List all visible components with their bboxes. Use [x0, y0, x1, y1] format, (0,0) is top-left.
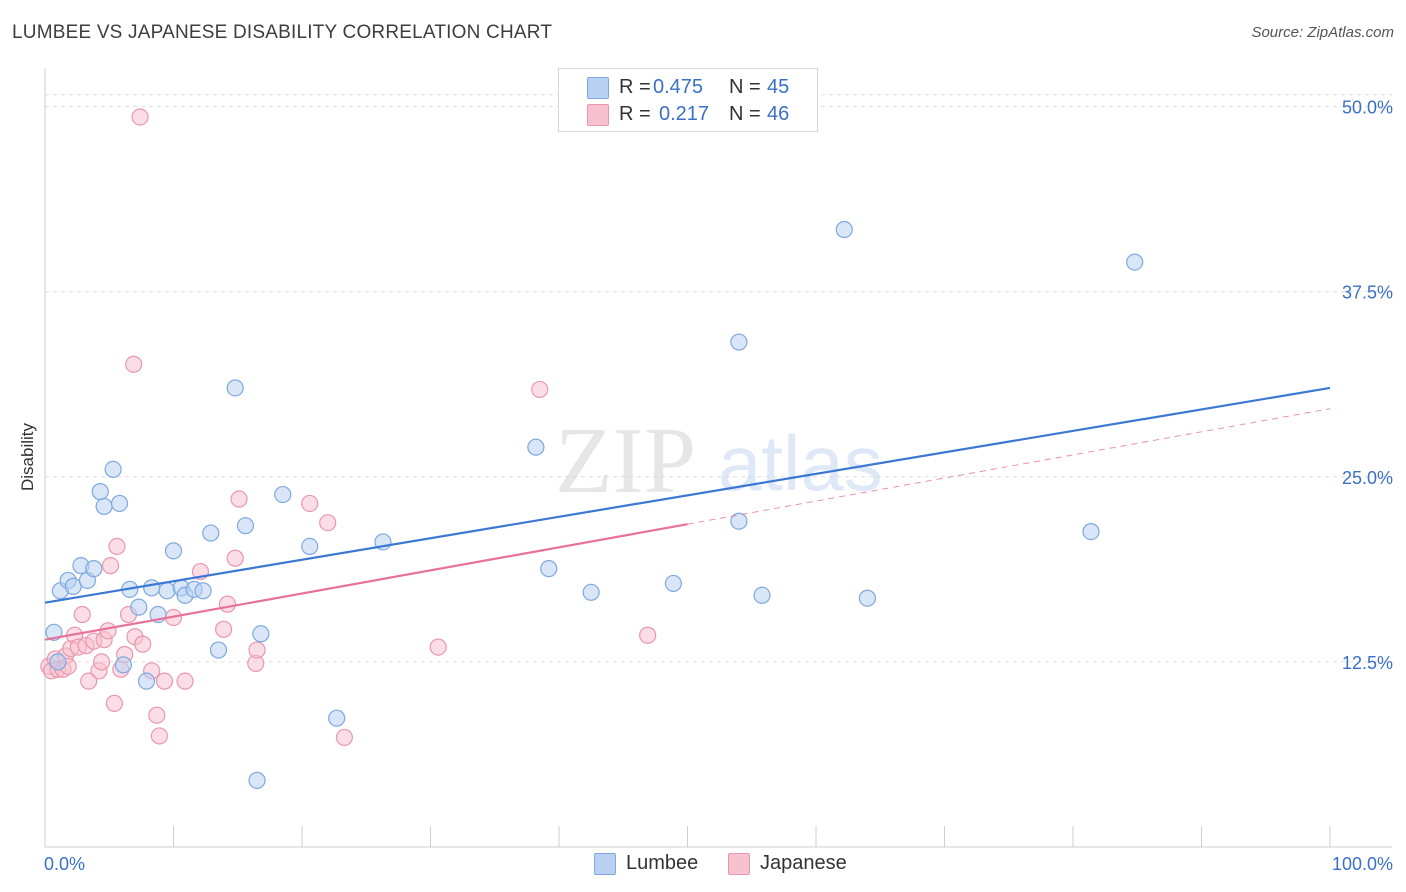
- japanese-point: [218, 595, 237, 613]
- x-tick-label: 0.0%: [44, 854, 85, 874]
- lumbee-point: [49, 653, 67, 671]
- lumbee-point: [104, 460, 122, 479]
- japanese-point: [101, 557, 120, 575]
- lumbee-point: [1126, 253, 1144, 271]
- japanese-point: [429, 638, 447, 656]
- trend-lines: [44, 386, 1331, 641]
- lumbee-point: [540, 560, 558, 578]
- japanese-point: [99, 622, 117, 640]
- lumbee-point: [730, 333, 748, 351]
- legend-swatch-lumbee: [587, 77, 609, 99]
- y-tick-label: 25.0%: [1342, 468, 1393, 488]
- lumbee-point: [248, 771, 266, 789]
- japanese-point: [105, 694, 123, 712]
- lumbee-point: [85, 560, 103, 578]
- lumbee-point: [664, 574, 682, 593]
- legend-n-value: 45: [767, 76, 790, 98]
- legend-n-label: N =: [729, 76, 761, 98]
- lumbee-point: [527, 438, 545, 456]
- legend-n-label: N =: [729, 103, 761, 125]
- japanese-point: [125, 355, 143, 373]
- lumbee-point: [1082, 522, 1100, 541]
- japanese-point: [248, 641, 266, 659]
- legend-n-value: 46: [767, 103, 790, 125]
- grid-lines: [45, 94, 1392, 663]
- japanese-point: [80, 672, 98, 690]
- lumbee-point: [753, 586, 771, 604]
- bottom-legend-swatch-lumbee: [594, 853, 616, 875]
- lumbee-point: [301, 537, 319, 556]
- lumbee-point: [328, 709, 346, 727]
- japanese-point: [73, 605, 91, 624]
- japanese-point: [335, 728, 354, 747]
- watermark: ZIP atlas: [555, 409, 883, 513]
- lumbee-point: [130, 598, 148, 616]
- lumbee-point: [114, 656, 132, 674]
- japanese-point: [108, 537, 126, 556]
- lumbee-point: [858, 589, 877, 607]
- legend-r-label: R =: [619, 103, 651, 125]
- lumbee-point: [202, 524, 220, 542]
- lumbee-point: [143, 579, 161, 597]
- japanese-point: [131, 108, 149, 126]
- japanese-point: [150, 727, 168, 745]
- chart-title: LUMBEE VS JAPANESE DISABILITY CORRELATIO…: [12, 22, 553, 43]
- bottom-legend-label-japanese: Japanese: [760, 852, 847, 874]
- legend-r-value: 0.217: [659, 103, 710, 125]
- lumbee-point: [95, 497, 113, 516]
- legend-swatch-japanese: [587, 104, 609, 126]
- japanese-point: [319, 514, 337, 532]
- lumbee-point: [194, 582, 212, 600]
- japanese-point: [230, 490, 248, 508]
- lumbee-point: [835, 220, 853, 239]
- x-tick-label: 100.0%: [1332, 854, 1393, 874]
- japanese-point: [148, 706, 166, 724]
- legend-r-value: 0.475: [653, 76, 704, 98]
- lumbee-trend-line: [44, 386, 1331, 604]
- japanese-trend-extension: [687, 408, 1331, 525]
- watermark-zip: ZIP: [555, 409, 696, 513]
- japanese-point: [301, 494, 319, 513]
- lumbee-point: [158, 582, 176, 600]
- japanese-point: [92, 653, 111, 671]
- source-label: Source: ZipAtlas.com: [1251, 24, 1394, 41]
- correlation-legend: R = 0.475 N = 45 R = 0.217 N = 46: [558, 68, 818, 132]
- y-tick-label: 37.5%: [1342, 283, 1393, 303]
- japanese-trend-line: [44, 523, 688, 641]
- bottom-legend-swatch-japanese: [728, 853, 750, 875]
- lumbee-point: [164, 542, 183, 560]
- legend-r-label: R =: [619, 76, 651, 98]
- tick-labels: 12.5% 25.0% 37.5% 50.0% 0.0% 100.0%: [44, 98, 1393, 874]
- y-tick-label: 50.0%: [1342, 98, 1393, 118]
- axes: [44, 68, 1392, 848]
- bottom-legend-label-lumbee: Lumbee: [626, 852, 699, 874]
- lumbee-point: [730, 512, 748, 530]
- lumbee-point: [110, 494, 129, 513]
- watermark-atlas: atlas: [718, 419, 883, 507]
- lumbee-point: [209, 641, 228, 659]
- lumbee-point: [274, 485, 292, 504]
- lumbee-point: [91, 483, 109, 501]
- japanese-point: [134, 635, 152, 653]
- lumbee-point: [252, 625, 270, 643]
- lumbee-point: [137, 672, 156, 690]
- lumbee-point: [236, 517, 255, 535]
- japanese-point: [531, 380, 549, 399]
- lumbee-point: [226, 379, 244, 397]
- y-axis-label: Disability: [18, 422, 37, 491]
- lumbee-point: [582, 583, 600, 601]
- japanese-point: [226, 549, 244, 567]
- japanese-point: [215, 620, 233, 638]
- japanese-point: [155, 672, 174, 690]
- y-tick-label: 12.5%: [1342, 653, 1393, 673]
- japanese-point: [639, 626, 657, 644]
- japanese-point: [176, 672, 194, 690]
